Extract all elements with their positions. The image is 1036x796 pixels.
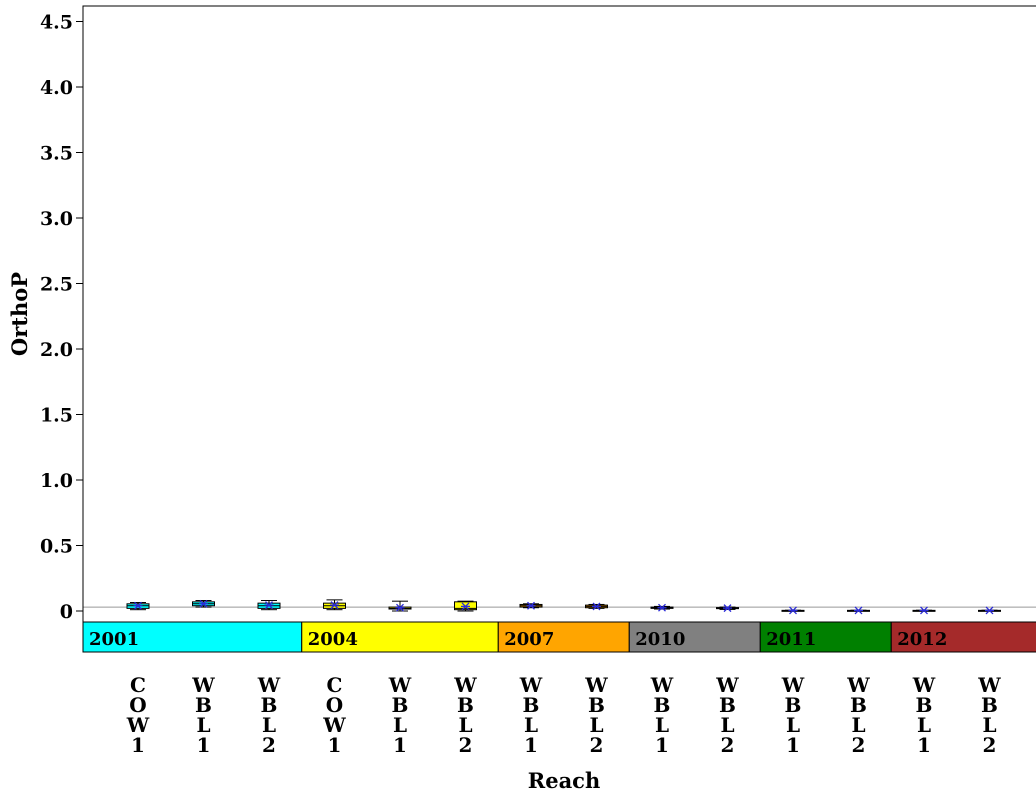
year-group-2011: 2011 xyxy=(759,621,892,653)
y-axis-ticks xyxy=(76,21,83,612)
mean-marker xyxy=(985,606,994,615)
box-3 xyxy=(323,599,346,611)
box-5 xyxy=(454,600,477,612)
mean-marker xyxy=(526,601,536,610)
y-tick-label: 1.0 xyxy=(40,470,73,492)
y-tick-label: 4.5 xyxy=(40,12,73,34)
box-series xyxy=(126,599,1001,615)
year-label: 2011 xyxy=(766,629,816,650)
y-tick-label: 2.0 xyxy=(40,339,73,361)
box-13 xyxy=(978,606,1001,615)
mean-marker xyxy=(264,601,274,610)
y-tick-label: 0 xyxy=(60,601,73,623)
year-group-band: 2001 2004 2007 2010 2011 2012 xyxy=(82,621,1036,653)
plot-frame xyxy=(82,5,1036,653)
box-7 xyxy=(585,602,608,611)
box-10 xyxy=(781,606,805,615)
year-group-2007: 2007 xyxy=(497,621,630,653)
year-group-2010: 2010 xyxy=(628,621,761,653)
box-12 xyxy=(912,606,936,615)
year-cell xyxy=(890,621,1036,653)
y-axis-title: OrthoP xyxy=(7,272,32,356)
mean-marker xyxy=(461,602,470,611)
year-group-2012: 2012 xyxy=(890,621,1036,653)
mean-marker xyxy=(919,606,929,615)
mean-marker xyxy=(133,601,143,610)
mean-marker xyxy=(854,606,863,615)
mean-marker xyxy=(592,602,601,611)
mean-marker xyxy=(723,604,732,613)
mean-marker xyxy=(395,603,405,612)
year-label: 2001 xyxy=(89,629,139,650)
y-axis-tick-labels: 4.5 4.0 3.5 3.0 2.5 2.0 1.5 1.0 0.5 0 xyxy=(40,12,73,624)
year-cell xyxy=(82,621,303,653)
mean-marker xyxy=(788,606,798,615)
box-6 xyxy=(519,601,543,610)
year-label: 2010 xyxy=(635,629,685,650)
year-label: 2012 xyxy=(897,629,947,650)
y-tick-label: 4.0 xyxy=(40,77,73,99)
y-tick-label: 1.5 xyxy=(40,405,73,427)
mean-marker xyxy=(199,599,208,608)
year-group-2001: 2001 xyxy=(82,621,303,653)
box-0 xyxy=(126,601,150,611)
year-cell xyxy=(759,621,892,653)
box-2 xyxy=(257,600,281,611)
y-tick-label: 0.5 xyxy=(40,536,73,558)
year-group-2004: 2004 xyxy=(301,621,499,653)
box-11 xyxy=(847,606,870,615)
x-axis-category-labels: C O W 1 W B L 1 W B L 2 C O W 1 W B L 1 W B L 2 W B L 1 W B L 2 W B L 1 W B L 2… xyxy=(126,673,1002,757)
y-tick-label: 3.0 xyxy=(40,208,73,230)
y-tick-label: 2.5 xyxy=(40,274,73,296)
x-axis-title: Reach xyxy=(528,768,600,793)
box-4 xyxy=(388,600,412,612)
box-9 xyxy=(716,604,739,613)
year-label: 2007 xyxy=(504,629,554,650)
box-1 xyxy=(192,599,215,608)
mean-marker xyxy=(330,601,339,610)
year-label: 2004 xyxy=(308,629,358,650)
y-tick-label: 3.5 xyxy=(40,143,73,165)
mean-marker xyxy=(657,603,667,612)
box-8 xyxy=(650,603,674,612)
